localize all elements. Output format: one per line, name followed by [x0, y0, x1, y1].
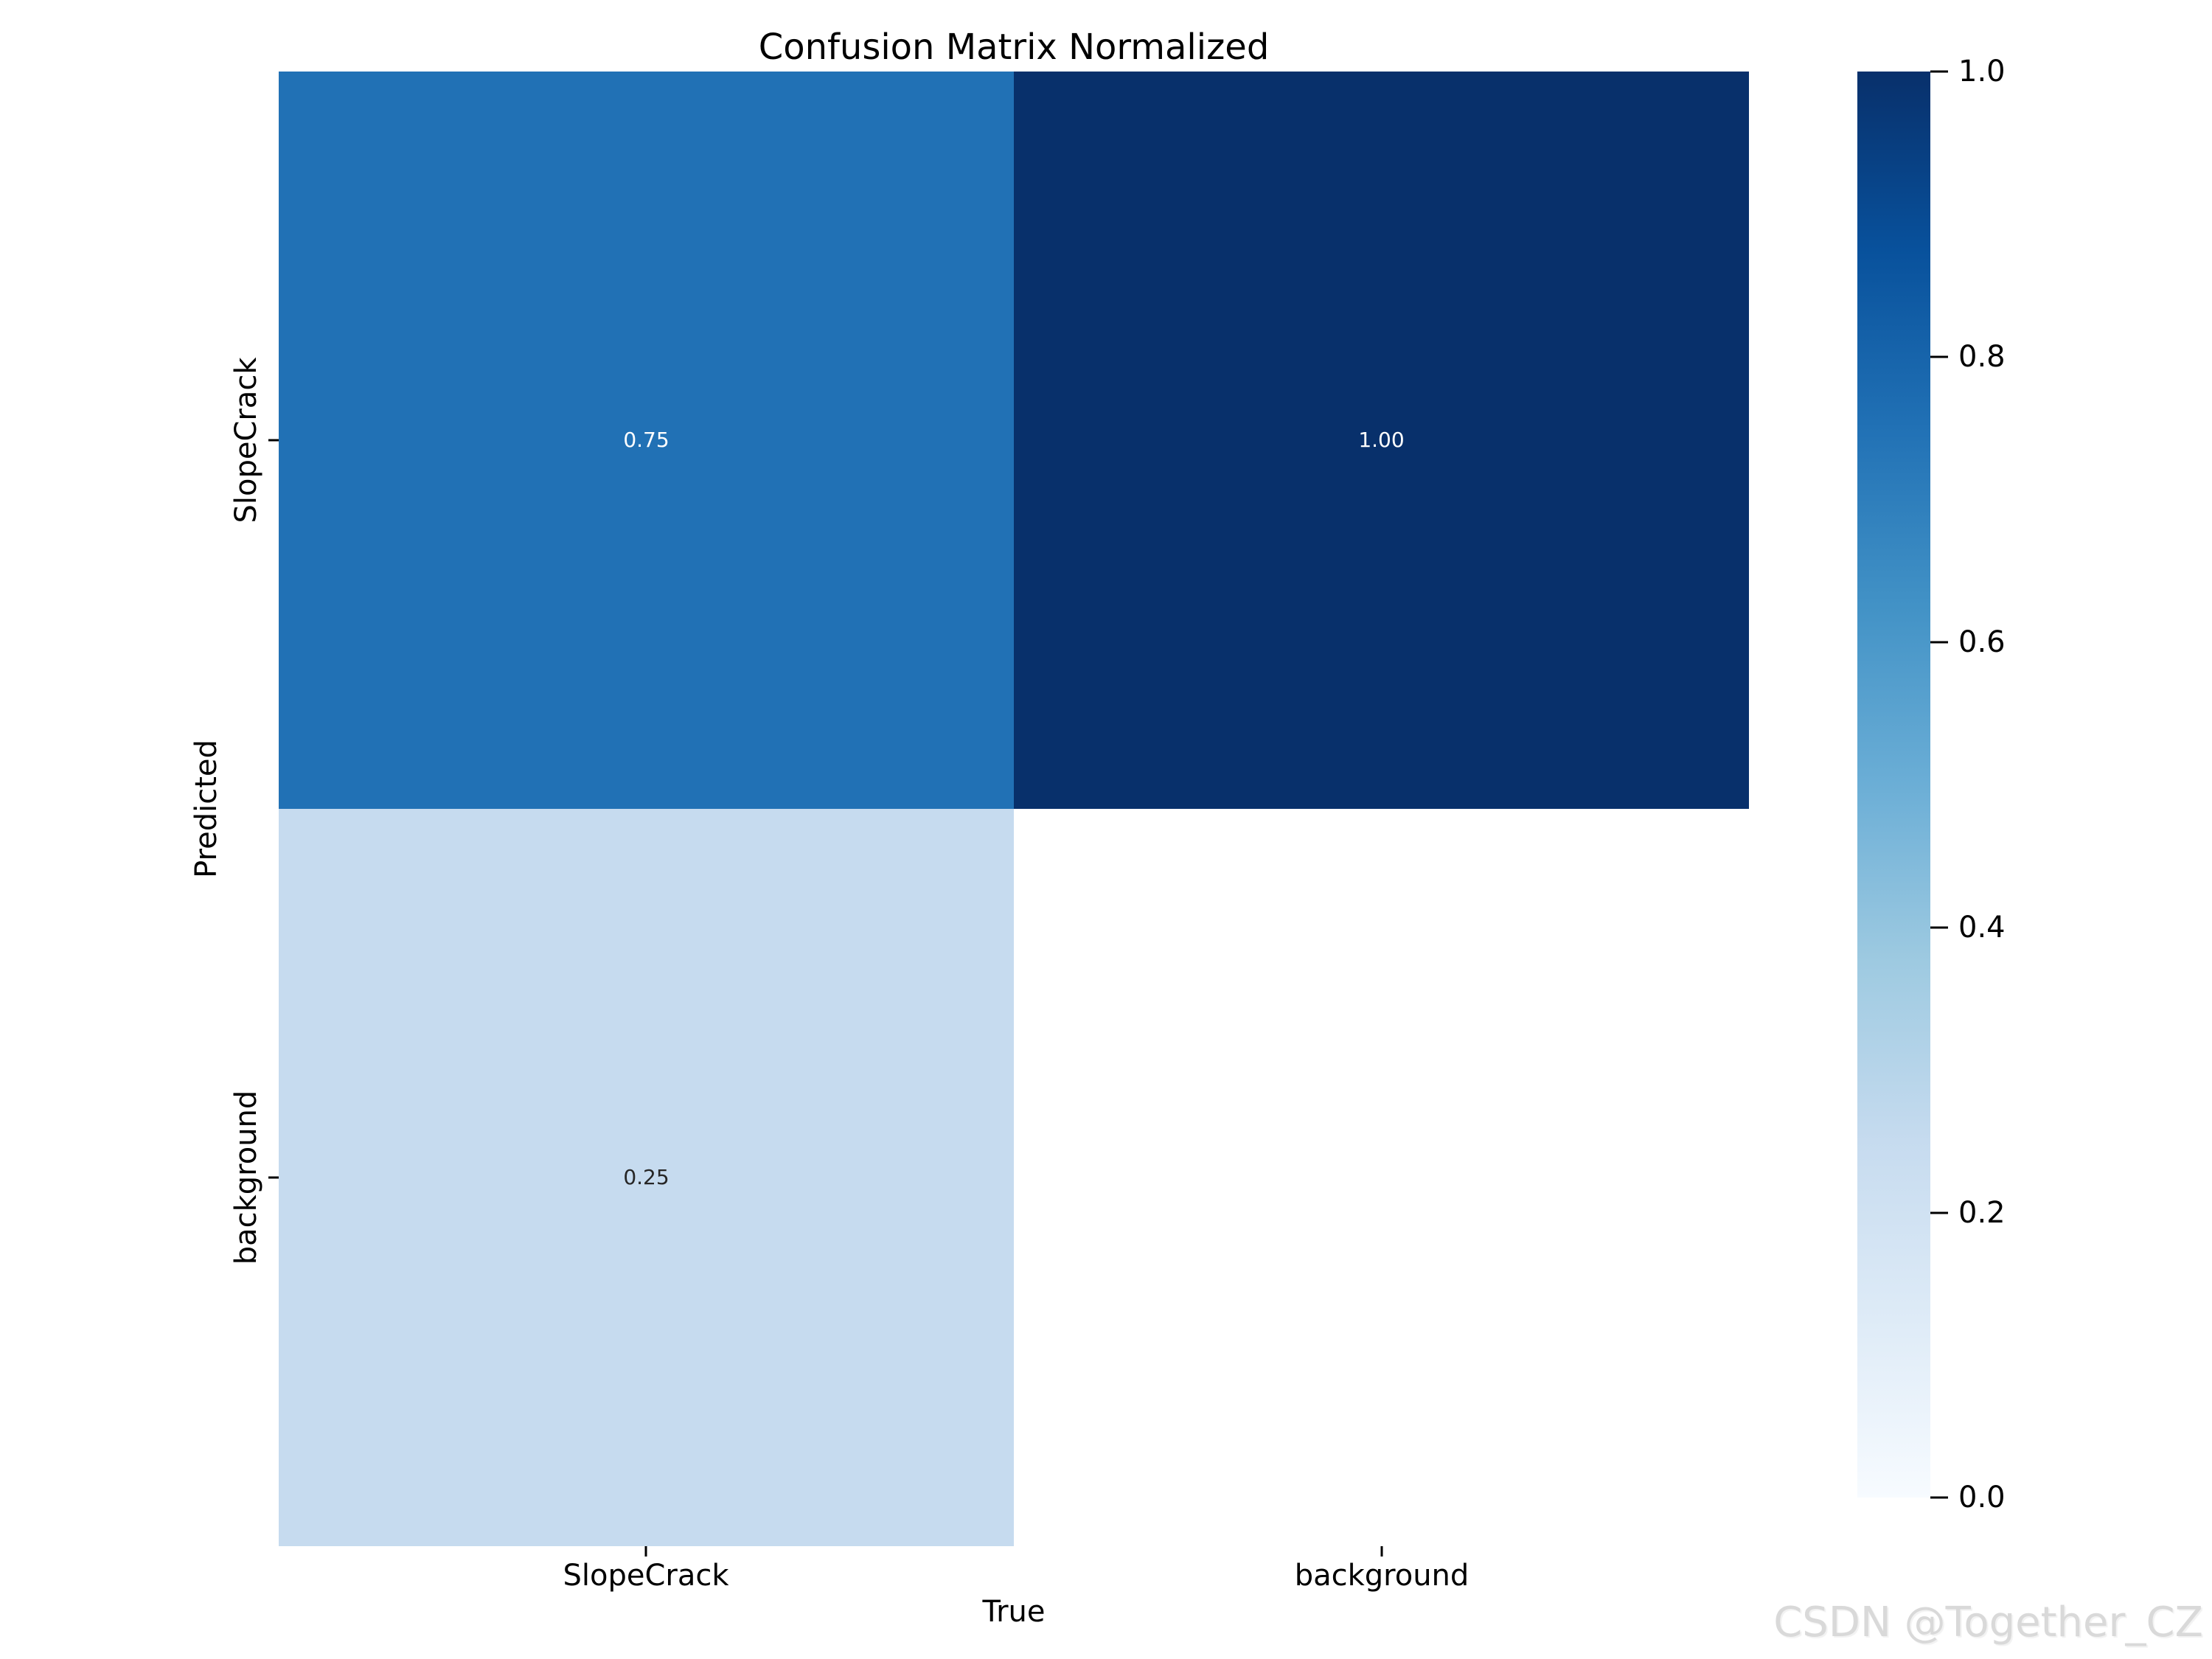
colorbar-tick-mark	[1930, 1496, 1948, 1499]
x-tick-label-slopecrack: SlopeCrack	[563, 1559, 729, 1593]
colorbar-tick-label: 1.0	[1958, 55, 2006, 88]
colorbar-tick-label: 0.2	[1958, 1196, 2006, 1230]
y-axis-label-text: Predicted	[189, 740, 223, 878]
heatmap-plot: 0.75 1.00 0.25	[279, 72, 1749, 1546]
colorbar-tick-mark	[1930, 355, 1948, 358]
cell-value: 0.75	[623, 428, 669, 452]
colorbar	[1857, 72, 1930, 1498]
y-tick-mark	[268, 439, 279, 442]
chart-title: Confusion Matrix Normalized	[758, 27, 1270, 68]
colorbar-tick-label: 0.6	[1958, 625, 2006, 659]
heatmap-cell-slopecrack-slopecrack: 0.75	[279, 72, 1014, 809]
colorbar-tick-label: 0.8	[1958, 340, 2006, 374]
y-tick-label-text: background	[229, 1090, 263, 1265]
colorbar-tick-mark	[1930, 70, 1948, 73]
colorbar-tick-mark	[1930, 1211, 1948, 1214]
colorbar-tick-mark	[1930, 926, 1948, 929]
y-tick-label-text: SlopeCrack	[229, 357, 263, 524]
y-tick-mark	[268, 1176, 279, 1179]
x-tick-label-background: background	[1294, 1559, 1470, 1593]
cell-value: 1.00	[1358, 428, 1405, 452]
watermark-text: CSDN @Together_CZ	[1773, 1599, 2203, 1646]
cell-value: 0.25	[623, 1165, 669, 1189]
heatmap-cell-background-background	[1014, 809, 1749, 1546]
x-axis-label: True	[982, 1595, 1046, 1629]
heatmap-cell-slopecrack-background: 1.00	[1014, 72, 1749, 809]
colorbar-tick-mark	[1930, 641, 1948, 644]
colorbar-tick-label: 0.4	[1958, 911, 2006, 945]
x-tick-mark	[1380, 1546, 1383, 1557]
heatmap-cell-background-slopecrack: 0.25	[279, 809, 1014, 1546]
colorbar-tick-label: 0.0	[1958, 1481, 2006, 1514]
x-tick-mark	[644, 1546, 647, 1557]
